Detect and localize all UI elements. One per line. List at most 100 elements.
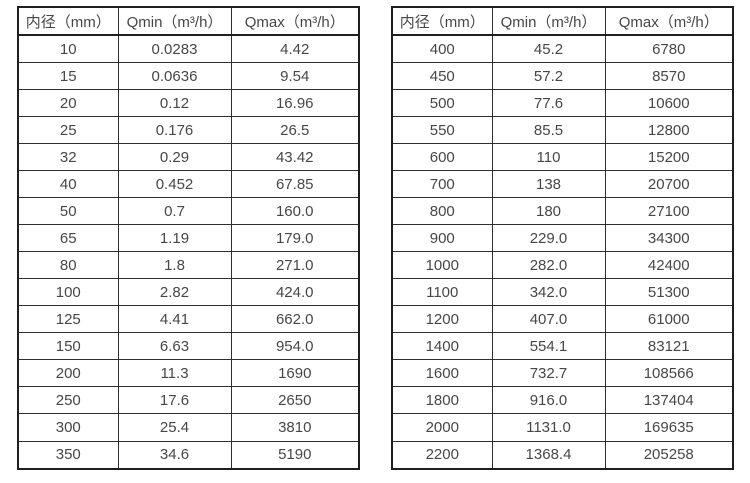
cell: 43.42 [230, 143, 360, 172]
cell: 83121 [604, 332, 734, 361]
cell: 42400 [604, 251, 734, 280]
table-row: 900 229.0 34300 [391, 224, 734, 253]
cell: 1131.0 [491, 413, 606, 442]
table-row: 50 0.7 160.0 [17, 197, 360, 226]
table-row: 700 138 20700 [391, 170, 734, 199]
cell: 137404 [604, 386, 734, 415]
table-body: 10 0.0283 4.42 15 0.0636 9.54 20 0.12 16.96 25 0.1… [17, 34, 360, 470]
table-row: 1400 554.1 83121 [391, 332, 734, 361]
cell: 77.6 [491, 89, 606, 118]
table-row: 300 25.4 3810 [17, 413, 360, 442]
table-row: 25 0.176 26.5 [17, 116, 360, 145]
cell: 5190 [230, 440, 360, 470]
cell: 229.0 [491, 224, 606, 253]
cell: 1100 [391, 278, 493, 307]
cell: 138 [491, 170, 606, 199]
cell: 2.82 [117, 278, 232, 307]
cell: 12800 [604, 116, 734, 145]
cell: 4.42 [230, 34, 360, 64]
cell: 700 [391, 170, 493, 199]
column-header: 内径（mm） [17, 6, 119, 36]
cell: 61000 [604, 305, 734, 334]
cell: 51300 [604, 278, 734, 307]
cell: 110 [491, 143, 606, 172]
cell: 67.85 [230, 170, 360, 199]
cell: 554.1 [491, 332, 606, 361]
cell: 424.0 [230, 278, 360, 307]
cell: 150 [17, 332, 119, 361]
header-row: 内径（mm） Qmin（m³/h） Qmax（m³/h） [17, 6, 360, 36]
table-row: 800 180 27100 [391, 197, 734, 226]
cell: 27100 [604, 197, 734, 226]
cell: 108566 [604, 359, 734, 388]
cell: 271.0 [230, 251, 360, 280]
table-row: 500 77.6 10600 [391, 89, 734, 118]
cell: 20700 [604, 170, 734, 199]
table-row: 100 2.82 424.0 [17, 278, 360, 307]
cell: 0.176 [117, 116, 232, 145]
cell: 85.5 [491, 116, 606, 145]
cell: 1200 [391, 305, 493, 334]
cell: 80 [17, 251, 119, 280]
cell: 15200 [604, 143, 734, 172]
cell: 26.5 [230, 116, 360, 145]
cell: 600 [391, 143, 493, 172]
table-row: 1800 916.0 137404 [391, 386, 734, 415]
cell: 800 [391, 197, 493, 226]
cell: 342.0 [491, 278, 606, 307]
cell: 900 [391, 224, 493, 253]
cell: 400 [391, 34, 493, 64]
cell: 1368.4 [491, 440, 606, 470]
table-row: 2000 1131.0 169635 [391, 413, 734, 442]
table-row: 1600 732.7 108566 [391, 359, 734, 388]
cell: 1600 [391, 359, 493, 388]
table-body: 400 45.2 6780 450 57.2 8570 500 77.6 10600 550 85.… [391, 34, 734, 470]
table-row: 600 110 15200 [391, 143, 734, 172]
cell: 450 [391, 62, 493, 91]
cell: 1800 [391, 386, 493, 415]
cell: 282.0 [491, 251, 606, 280]
cell: 100 [17, 278, 119, 307]
cell: 1.19 [117, 224, 232, 253]
cell: 8570 [604, 62, 734, 91]
table-header: 内径（mm） Qmin（m³/h） Qmax（m³/h） [391, 6, 734, 36]
cell: 20 [17, 89, 119, 118]
cell: 10600 [604, 89, 734, 118]
cell: 10 [17, 34, 119, 64]
cell: 662.0 [230, 305, 360, 334]
cell: 1.8 [117, 251, 232, 280]
cell: 350 [17, 440, 119, 470]
cell: 169635 [604, 413, 734, 442]
table-row: 450 57.2 8570 [391, 62, 734, 91]
cell: 300 [17, 413, 119, 442]
cell: 25 [17, 116, 119, 145]
column-header: Qmin（m³/h） [117, 6, 232, 36]
header-row: 内径（mm） Qmin（m³/h） Qmax（m³/h） [391, 6, 734, 36]
cell: 6.63 [117, 332, 232, 361]
cell: 0.7 [117, 197, 232, 226]
column-header: 内径（mm） [391, 6, 493, 36]
cell: 4.41 [117, 305, 232, 334]
cell: 3810 [230, 413, 360, 442]
table-row: 550 85.5 12800 [391, 116, 734, 145]
cell: 125 [17, 305, 119, 334]
table-row: 400 45.2 6780 [391, 34, 734, 64]
cell: 1400 [391, 332, 493, 361]
table-row: 40 0.452 67.85 [17, 170, 360, 199]
cell: 34300 [604, 224, 734, 253]
table-row: 80 1.8 271.0 [17, 251, 360, 280]
table-row: 1000 282.0 42400 [391, 251, 734, 280]
cell: 9.54 [230, 62, 360, 91]
table-header: 内径（mm） Qmin（m³/h） Qmax（m³/h） [17, 6, 360, 36]
cell: 1000 [391, 251, 493, 280]
cell: 916.0 [491, 386, 606, 415]
table-row: 150 6.63 954.0 [17, 332, 360, 361]
cell: 65 [17, 224, 119, 253]
table-row: 350 34.6 5190 [17, 440, 360, 470]
cell: 200 [17, 359, 119, 388]
cell: 180 [491, 197, 606, 226]
cell: 160.0 [230, 197, 360, 226]
cell: 954.0 [230, 332, 360, 361]
cell: 0.0636 [117, 62, 232, 91]
